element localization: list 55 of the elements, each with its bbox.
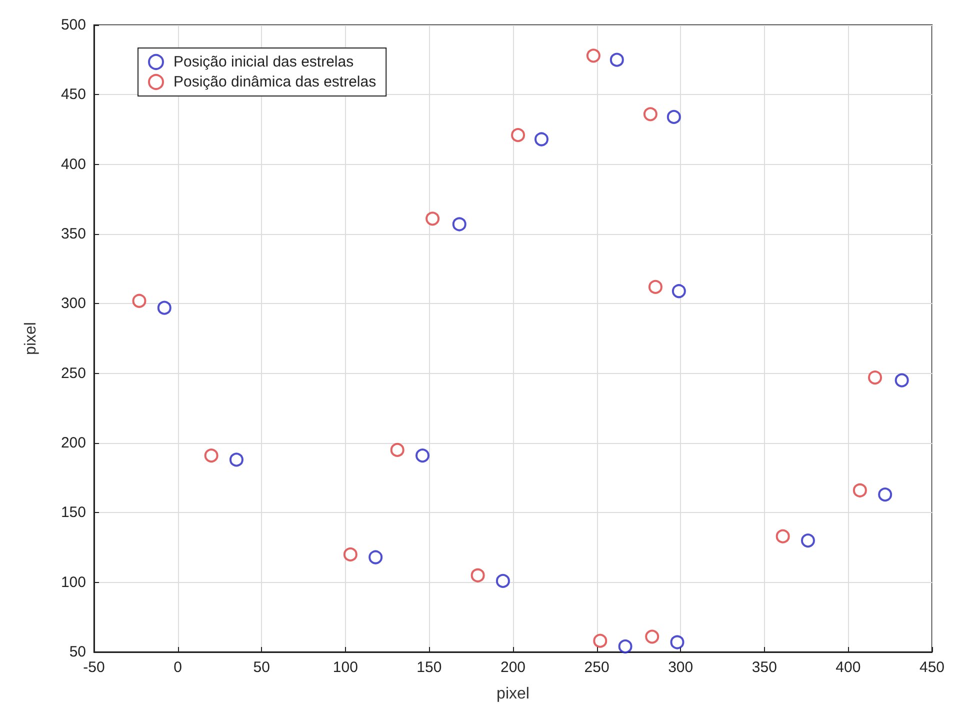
point: [852, 483, 867, 498]
y-tick-label: 350: [60, 226, 86, 242]
y-tick-label: 250: [60, 364, 86, 382]
point: [868, 370, 882, 385]
x-tick-label: 0: [174, 659, 182, 676]
y-tick-label: 400: [60, 156, 86, 173]
point: [610, 52, 624, 67]
point: [648, 280, 662, 294]
point: [800, 534, 815, 548]
point: [229, 452, 244, 467]
point: [343, 547, 358, 562]
point: [157, 300, 172, 315]
point: [672, 284, 686, 298]
y-tick-label: 150: [60, 504, 86, 522]
y-tick-label: 500: [60, 16, 86, 34]
point: [878, 488, 892, 502]
point: [426, 212, 440, 226]
x-tick-label: 100: [332, 659, 358, 676]
y-axis-title: pixel: [22, 322, 40, 355]
point: [666, 110, 681, 124]
x-tick-label: 50: [253, 659, 270, 676]
x-tick-label: 250: [584, 659, 610, 676]
x-tick-label: 350: [752, 659, 777, 676]
point: [586, 48, 600, 63]
x-axis-title: pixel: [496, 686, 530, 702]
point: [643, 107, 658, 122]
point: [534, 132, 548, 146]
point: [645, 630, 660, 644]
x-tick-label: -50: [83, 659, 105, 676]
legend-label: Posição inicial das estrelas: [174, 54, 354, 70]
point: [368, 550, 383, 564]
point: [470, 568, 485, 582]
x-tick-label: 150: [416, 659, 442, 676]
x-tick-label: 200: [500, 659, 526, 676]
point: [593, 634, 608, 648]
y-tick-label: 200: [60, 434, 86, 452]
point: [204, 448, 218, 463]
point: [132, 294, 146, 308]
x-tick-label: 450: [919, 659, 945, 676]
y-tick-label: 300: [60, 295, 86, 312]
point: [416, 448, 430, 463]
point: [452, 217, 466, 232]
legend-label: Posição dinâmica das estrelas: [174, 74, 376, 90]
x-tick-label: 300: [668, 659, 694, 676]
point: [496, 574, 510, 588]
point: [894, 373, 909, 388]
point: [776, 529, 790, 544]
y-tick-label: 450: [60, 86, 86, 104]
point: [390, 442, 404, 457]
point: [670, 635, 684, 650]
x-tick-label: 400: [836, 659, 861, 676]
point: [511, 128, 526, 142]
y-tick-label: 100: [60, 574, 86, 591]
y-tick-label: 50: [69, 644, 86, 660]
point: [618, 639, 632, 654]
